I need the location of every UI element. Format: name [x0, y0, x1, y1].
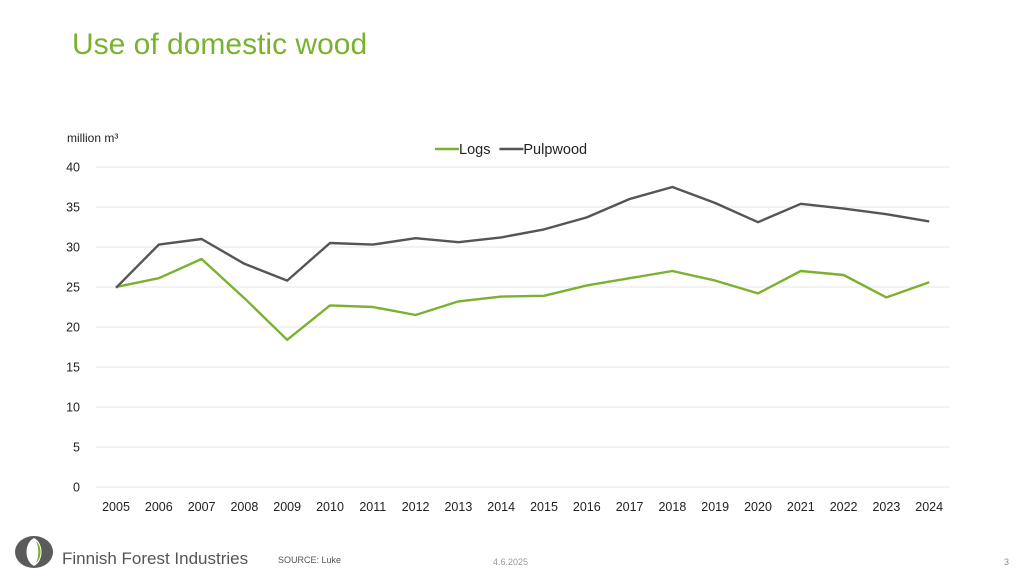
y-tick-label: 30: [66, 241, 80, 255]
x-tick-label: 2009: [273, 500, 301, 514]
finnish-forest-industries-logo: [15, 536, 53, 568]
brand-name: Finnish Forest Industries: [62, 549, 249, 568]
y-tick-label: 25: [66, 281, 80, 295]
y-tick-label: 10: [66, 401, 80, 415]
series-line-pulpwood: [115, 185, 930, 289]
x-axis-ticks: 2005 2006 2007 2008 2009 2010 2011 2012 2013 2014…: [102, 500, 943, 514]
y-tick-label: 5: [73, 441, 80, 455]
x-tick-label: 2022: [830, 500, 858, 514]
date-label: 4.6.2025: [493, 557, 529, 567]
x-tick-label: 2018: [658, 500, 686, 514]
x-tick-label: 2008: [230, 500, 258, 514]
x-tick-label: 2014: [487, 500, 515, 514]
x-tick-label: 2007: [188, 500, 216, 514]
source-note: SOURCE: Luke: [278, 555, 342, 565]
x-tick-label: 2019: [701, 500, 729, 514]
x-tick-label: 2023: [872, 500, 900, 514]
x-tick-label: 2013: [444, 500, 472, 514]
y-tick-label: 0: [73, 481, 80, 495]
series-lines: [115, 185, 930, 341]
legend-label-logs: Logs: [459, 142, 490, 158]
x-tick-label: 2010: [316, 500, 344, 514]
x-tick-label: 2017: [616, 500, 644, 514]
y-tick-label: 35: [66, 201, 80, 215]
x-tick-label: 2015: [530, 500, 558, 514]
page-title: Use of domestic wood: [72, 28, 368, 61]
x-tick-label: 2016: [573, 500, 601, 514]
x-tick-label: 2024: [915, 500, 943, 514]
y-tick-label: 15: [66, 361, 80, 375]
x-tick-label: 2012: [402, 500, 430, 514]
x-tick-label: 2005: [102, 500, 130, 514]
x-tick-label: 2006: [145, 500, 173, 514]
legend-label-pulpwood: Pulpwood: [523, 142, 587, 158]
y-axis-ticks: 0 5 10 15 20 25 30 35 40: [66, 161, 80, 495]
y-tick-label: 40: [66, 161, 80, 175]
series-line-logs: [115, 257, 930, 341]
x-tick-label: 2020: [744, 500, 772, 514]
legend: Logs Pulpwood: [435, 142, 587, 158]
x-tick-label: 2011: [359, 500, 386, 514]
page-number: 3: [1004, 557, 1010, 567]
y-axis-unit-label: million m³: [67, 131, 118, 145]
gridlines: [96, 166, 950, 488]
y-tick-label: 20: [66, 321, 80, 335]
x-tick-label: 2021: [787, 500, 815, 514]
